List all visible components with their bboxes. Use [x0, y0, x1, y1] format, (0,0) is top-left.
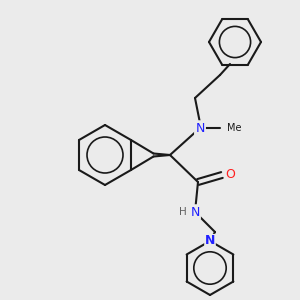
Text: N: N — [205, 235, 215, 248]
Text: N: N — [195, 122, 205, 134]
Text: H: H — [179, 207, 187, 217]
Text: N: N — [190, 206, 200, 218]
Text: Me: Me — [227, 123, 242, 133]
Text: O: O — [225, 169, 235, 182]
